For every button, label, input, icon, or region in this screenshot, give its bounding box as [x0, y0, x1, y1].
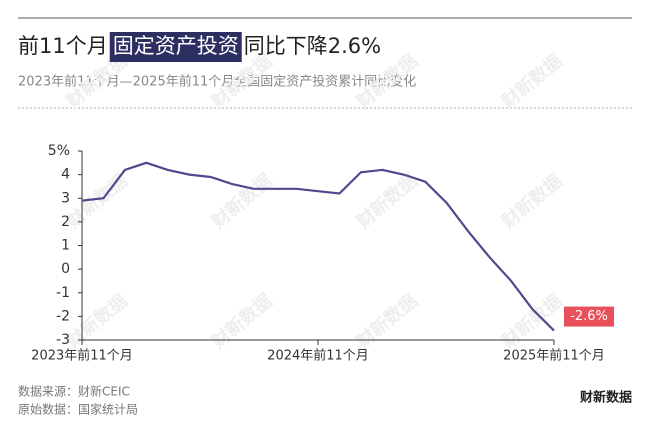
title-part: 前11个月: [18, 34, 108, 58]
title-highlight: [109, 32, 242, 62]
y-tick-label: -3: [56, 332, 70, 348]
y-tick-label: 2: [61, 214, 70, 230]
title-part: 固定资产投资: [113, 34, 239, 58]
watermark: 财新数据: [62, 290, 131, 353]
y-tick-label: 3: [61, 190, 70, 206]
original-source: 原始数据：国家统计局: [18, 402, 138, 417]
value-label: -2.6%: [570, 309, 608, 324]
y-tick-label: 4: [61, 167, 70, 183]
title-part: 同比下降2.6%: [244, 34, 381, 58]
y-tick-label: -1: [56, 285, 70, 301]
subtitle: 2023年前11个月—2025年前11个月全国固定资产投资累计同比变化: [18, 74, 416, 90]
line: [81, 161, 555, 332]
watermark: 财新数据: [497, 50, 566, 113]
source: 数据来源：财新CEIC: [18, 384, 130, 399]
x-tick-label: 2024年前11个月: [267, 348, 369, 364]
y-tick-label: -2: [56, 308, 70, 324]
logo: 财新数据: [580, 390, 632, 406]
value-label-box: [564, 306, 614, 327]
watermark: 财新数据: [207, 290, 276, 353]
watermark: 财新数据: [497, 290, 566, 353]
y-tick-label: 5%: [48, 143, 70, 159]
watermark: 财新数据: [62, 170, 131, 233]
watermark: 财新数据: [497, 170, 566, 233]
y-tick-label: 1: [61, 238, 70, 254]
y-tick-label: 0: [61, 261, 70, 277]
x-tick-label: 2023年前11个月: [31, 348, 133, 364]
watermark: 财新数据: [352, 290, 421, 353]
x-tick-label: 2025年前11个月: [503, 348, 605, 364]
watermark: 财新数据: [352, 170, 421, 233]
